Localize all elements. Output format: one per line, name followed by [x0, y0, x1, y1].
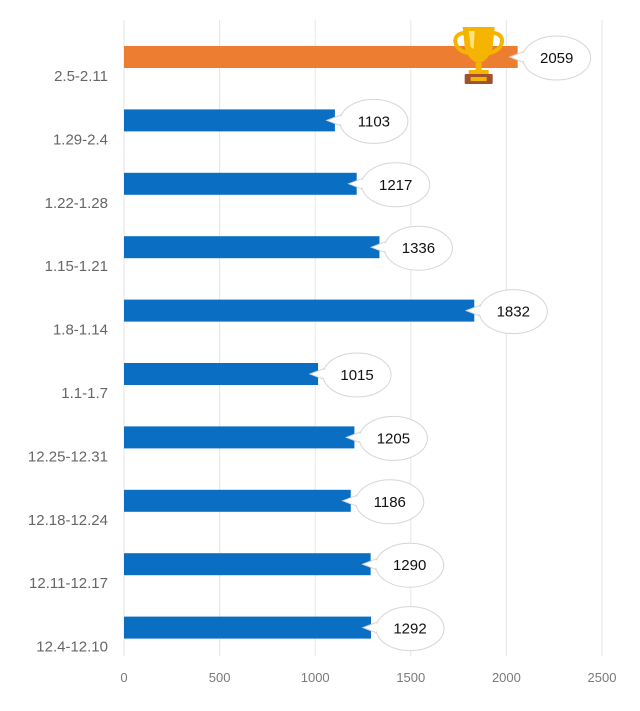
- bubble-seam: [364, 558, 383, 571]
- x-tick-label: 1000: [301, 670, 330, 685]
- category-label: 12.25-12.31: [28, 448, 108, 465]
- bar: [124, 299, 475, 322]
- bubble-seam: [373, 241, 392, 254]
- trophy-icon: [453, 27, 504, 84]
- x-tick-labels: 0 500 1000 1500 2000 2500: [120, 670, 616, 685]
- bar: [124, 236, 380, 259]
- x-tick-label: 500: [209, 670, 231, 685]
- trophy-handle-right: [488, 31, 504, 55]
- category-label: 1.8-1.14: [53, 322, 108, 339]
- bar: [124, 553, 371, 576]
- data-label: 1292: [393, 621, 426, 638]
- bar: [124, 172, 357, 195]
- data-label: 1205: [377, 430, 410, 447]
- bar: [124, 109, 335, 132]
- value-bubble: 1103: [325, 98, 409, 144]
- trophy-stem: [475, 63, 482, 71]
- x-tick-label: 2500: [588, 670, 617, 685]
- data-label: 1217: [379, 177, 412, 194]
- x-tick-label: 2000: [492, 670, 521, 685]
- bubble-seam: [344, 494, 363, 507]
- bar: [124, 616, 372, 639]
- trophy-shine: [468, 31, 475, 49]
- category-label: 1.29-2.4: [53, 131, 108, 148]
- value-bubble: 1290: [361, 542, 445, 588]
- bubble-seam: [350, 177, 369, 190]
- bubble-seam: [511, 51, 530, 63]
- data-label: 1290: [393, 557, 426, 574]
- category-label: 12.11-12.17: [29, 575, 108, 592]
- data-label: 2059: [540, 50, 573, 67]
- value-bubble: 1186: [341, 479, 425, 525]
- bar: [124, 489, 351, 512]
- bubble-seam: [365, 621, 384, 634]
- bubble-seam: [312, 368, 331, 380]
- value-bubble: 1832: [464, 289, 548, 335]
- trophy-handle-left: [453, 31, 470, 55]
- category-labels: 2.5-2.11 1.29-2.4 1.22-1.28 1.15-1.21 1.8-1.…: [28, 68, 108, 656]
- data-label: 1336: [402, 240, 435, 257]
- category-label: 1.22-1.28: [45, 195, 108, 212]
- category-label: 12.4-12.10: [36, 639, 108, 656]
- value-bubble: 1336: [370, 225, 453, 271]
- bar: [124, 46, 518, 68]
- x-tick-label: 0: [120, 670, 127, 685]
- value-bubble: 1292: [361, 606, 445, 652]
- data-label: 1103: [358, 113, 390, 130]
- category-label: 12.18-12.24: [28, 512, 108, 529]
- value-labels: 2059 1103 1217 1336 1832 1015 1205 1186 1290 1292: [308, 35, 592, 652]
- data-label: 1186: [374, 494, 406, 511]
- bubble-seam: [348, 431, 367, 444]
- x-tick-label: 1500: [396, 670, 425, 685]
- bubble-seam: [328, 114, 347, 127]
- data-label: 1832: [497, 304, 530, 321]
- bars: [124, 46, 518, 639]
- bubble-seam: [468, 304, 487, 317]
- category-label: 2.5-2.11: [54, 68, 108, 85]
- bar: [124, 363, 319, 385]
- value-bubble: 2059: [508, 35, 592, 81]
- trophy-plaque: [470, 77, 487, 81]
- category-label: 1.15-1.21: [45, 258, 108, 275]
- value-bubble: 1217: [347, 162, 431, 208]
- category-label: 1.1-1.7: [61, 385, 108, 402]
- value-bubble: 1205: [345, 415, 428, 461]
- data-label: 1015: [340, 367, 373, 384]
- trophy-collar: [468, 70, 489, 75]
- value-bubble: 1015: [308, 352, 392, 398]
- bar: [124, 426, 355, 449]
